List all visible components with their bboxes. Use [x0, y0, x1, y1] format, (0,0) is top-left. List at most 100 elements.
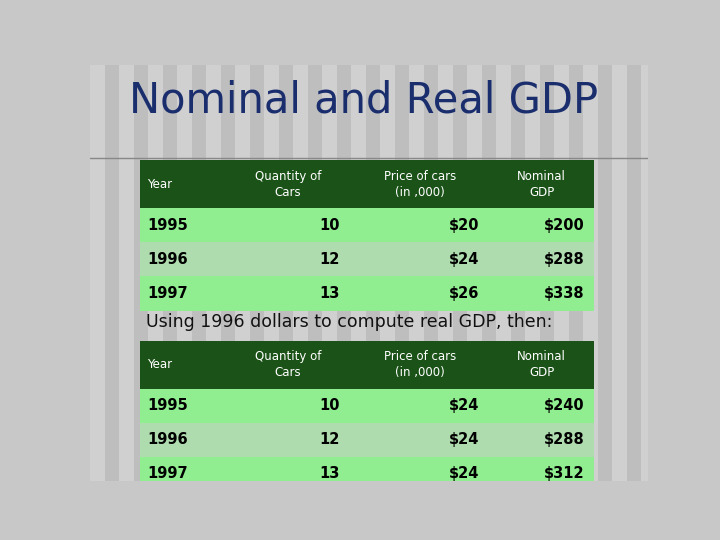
Bar	[380, 65, 395, 481]
Bar	[148, 65, 163, 481]
Bar	[322, 65, 337, 481]
Bar	[598, 65, 612, 481]
Bar	[554, 65, 569, 481]
Bar	[467, 65, 482, 481]
Bar	[140, 160, 225, 208]
Bar	[490, 276, 594, 310]
Bar	[642, 65, 656, 481]
Bar	[225, 208, 350, 242]
Text: Quantity of
Cars: Quantity of Cars	[255, 350, 321, 379]
Bar	[220, 65, 235, 481]
Bar	[490, 457, 594, 491]
Text: $288: $288	[544, 433, 584, 447]
Text: 1995: 1995	[147, 399, 188, 413]
Bar	[350, 423, 490, 457]
Bar	[423, 65, 438, 481]
Bar	[133, 65, 148, 481]
Bar	[526, 65, 540, 481]
Bar	[206, 65, 220, 481]
Bar	[490, 389, 594, 423]
Bar	[612, 65, 627, 481]
Bar	[140, 457, 225, 491]
Bar	[482, 65, 496, 481]
Text: $240: $240	[544, 399, 584, 413]
Bar	[490, 242, 594, 276]
Bar	[225, 423, 350, 457]
Text: $200: $200	[544, 218, 584, 233]
Text: Price of cars
(in ,000): Price of cars (in ,000)	[384, 350, 456, 379]
Bar	[104, 65, 119, 481]
Text: Quantity of
Cars: Quantity of Cars	[255, 170, 321, 199]
Bar	[490, 160, 594, 208]
Bar	[350, 341, 490, 389]
Bar	[307, 65, 322, 481]
Bar	[225, 276, 350, 310]
Bar	[140, 389, 225, 423]
Text: 12: 12	[320, 433, 340, 447]
Bar	[140, 208, 225, 242]
Bar	[350, 389, 490, 423]
Text: Nominal
GDP: Nominal GDP	[518, 350, 566, 379]
Text: $24: $24	[449, 399, 480, 413]
Text: 10: 10	[320, 399, 340, 413]
Text: $338: $338	[544, 286, 584, 301]
Bar	[235, 65, 250, 481]
Text: 1997: 1997	[147, 467, 187, 482]
Text: $288: $288	[544, 252, 584, 267]
Bar	[350, 276, 490, 310]
Text: Nominal and Real GDP: Nominal and Real GDP	[129, 79, 598, 122]
Bar	[140, 276, 225, 310]
Text: 1997: 1997	[147, 286, 187, 301]
Text: $312: $312	[544, 467, 584, 482]
Bar	[140, 341, 225, 389]
Bar	[140, 423, 225, 457]
Text: $24: $24	[449, 252, 480, 267]
Text: Using 1996 dollars to compute real GDP, then:: Using 1996 dollars to compute real GDP, …	[145, 313, 552, 330]
Bar	[627, 65, 642, 481]
Bar	[438, 65, 453, 481]
Bar	[540, 65, 554, 481]
Text: 1996: 1996	[147, 252, 187, 267]
Text: $24: $24	[449, 467, 480, 482]
Bar	[510, 65, 526, 481]
Bar	[395, 65, 409, 481]
Bar	[350, 160, 490, 208]
Bar	[409, 65, 423, 481]
Text: 1995: 1995	[147, 218, 188, 233]
Bar	[225, 341, 350, 389]
Bar	[490, 208, 594, 242]
Text: $24: $24	[449, 433, 480, 447]
Bar	[192, 65, 206, 481]
Text: 12: 12	[320, 252, 340, 267]
Bar	[225, 389, 350, 423]
Bar	[656, 65, 670, 481]
Bar	[337, 65, 351, 481]
Text: $20: $20	[449, 218, 480, 233]
Text: $26: $26	[449, 286, 480, 301]
Bar	[293, 65, 307, 481]
Bar	[225, 457, 350, 491]
Bar	[496, 65, 510, 481]
Text: 1996: 1996	[147, 433, 187, 447]
Bar	[119, 65, 133, 481]
Bar	[279, 65, 293, 481]
Bar	[366, 65, 380, 481]
Text: 13: 13	[320, 467, 340, 482]
Bar	[350, 208, 490, 242]
Bar	[264, 65, 279, 481]
Bar	[583, 65, 598, 481]
Bar	[350, 457, 490, 491]
Text: Year: Year	[147, 178, 172, 191]
Bar	[250, 65, 264, 481]
Bar	[177, 65, 192, 481]
Bar	[225, 160, 350, 208]
Bar	[90, 65, 104, 481]
Bar	[453, 65, 467, 481]
Bar	[569, 65, 583, 481]
Text: 10: 10	[320, 218, 340, 233]
Bar	[351, 65, 366, 481]
Bar	[140, 242, 225, 276]
Bar	[490, 341, 594, 389]
Bar	[225, 242, 350, 276]
Text: Year: Year	[147, 359, 172, 372]
